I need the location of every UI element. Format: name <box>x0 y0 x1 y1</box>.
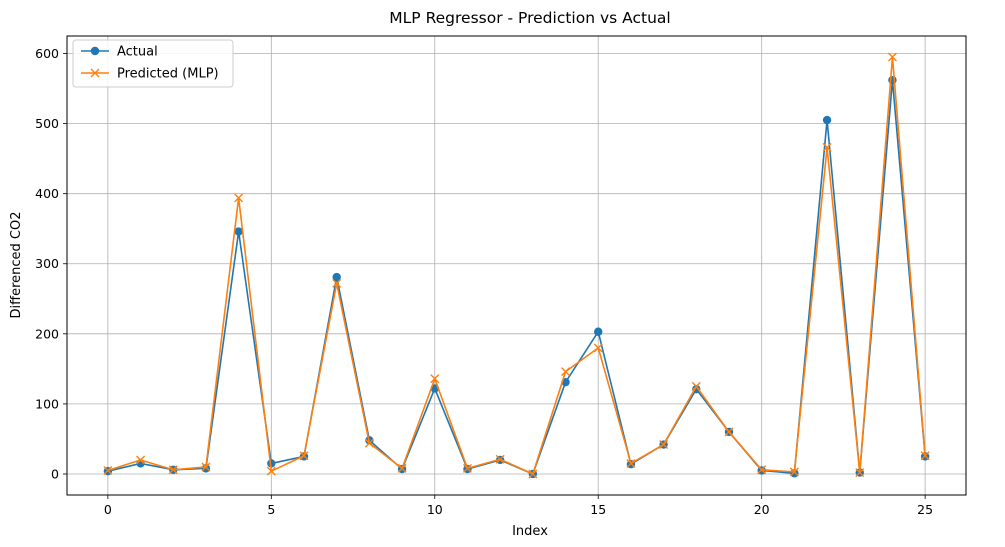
data-point <box>201 462 211 472</box>
legend-box <box>72 39 234 88</box>
data-point <box>594 327 603 336</box>
legend-marker <box>90 68 100 78</box>
data-point <box>103 465 113 475</box>
data-point <box>920 451 930 461</box>
data-point <box>757 465 767 475</box>
data-point <box>659 440 669 450</box>
x-tick-label: 10 <box>427 502 443 517</box>
x-tick-label: 15 <box>590 502 606 517</box>
series-line <box>107 56 926 475</box>
plot-frame <box>66 35 967 496</box>
data-point <box>855 468 865 478</box>
data-point <box>495 454 505 464</box>
legend-label: Actual <box>117 45 158 60</box>
data-point <box>462 463 472 473</box>
legend-item: Actual <box>81 45 158 60</box>
data-point <box>626 458 636 468</box>
legend-item: Predicted (MLP) <box>81 67 219 82</box>
legend: Actual Predicted (MLP) <box>72 39 234 88</box>
y-axis-label: Differenced CO2 <box>9 212 24 319</box>
data-point <box>724 427 734 437</box>
y-tick-label: 400 <box>35 186 59 201</box>
x-tick-label: 5 <box>267 502 275 517</box>
data-point <box>332 272 341 282</box>
x-tick-label: 20 <box>754 502 770 517</box>
data-point <box>887 52 897 62</box>
legend-label: Predicted (MLP) <box>117 67 219 82</box>
data-point <box>168 465 178 475</box>
data-point <box>201 464 211 473</box>
ticks: 0 5 10 15 20 25 0 100 200 300 400 500 600 <box>35 46 933 517</box>
y-tick-label: 0 <box>51 466 59 481</box>
data-point <box>299 451 309 461</box>
data-point <box>234 227 243 236</box>
data-point <box>593 343 603 353</box>
data-point <box>888 75 897 85</box>
y-tick-label: 500 <box>35 116 59 131</box>
x-tick-label: 25 <box>917 502 933 517</box>
data-point <box>528 469 538 479</box>
y-tick-label: 300 <box>35 256 59 271</box>
data-point <box>332 278 342 288</box>
data-point <box>266 466 276 476</box>
data-point <box>136 455 146 465</box>
y-tick-label: 100 <box>35 396 59 411</box>
data-point <box>430 374 440 384</box>
series-predicted <box>103 52 930 479</box>
data-point <box>397 463 407 473</box>
legend-marker <box>90 46 100 56</box>
data-point <box>822 142 832 152</box>
data-point <box>561 367 571 377</box>
data-point <box>364 438 374 448</box>
x-tick-label: 0 <box>104 502 112 517</box>
data-point <box>234 193 244 203</box>
x-axis-label: Index <box>512 524 548 539</box>
data-point <box>822 115 832 125</box>
series-layer <box>103 52 930 479</box>
y-tick-label: 600 <box>35 46 59 61</box>
data-point <box>691 381 701 391</box>
y-tick-label: 200 <box>35 326 59 341</box>
data-point <box>789 467 799 477</box>
data-point <box>267 459 276 468</box>
grid <box>67 36 966 495</box>
chart-title: MLP Regressor - Prediction vs Actual <box>389 9 670 27</box>
